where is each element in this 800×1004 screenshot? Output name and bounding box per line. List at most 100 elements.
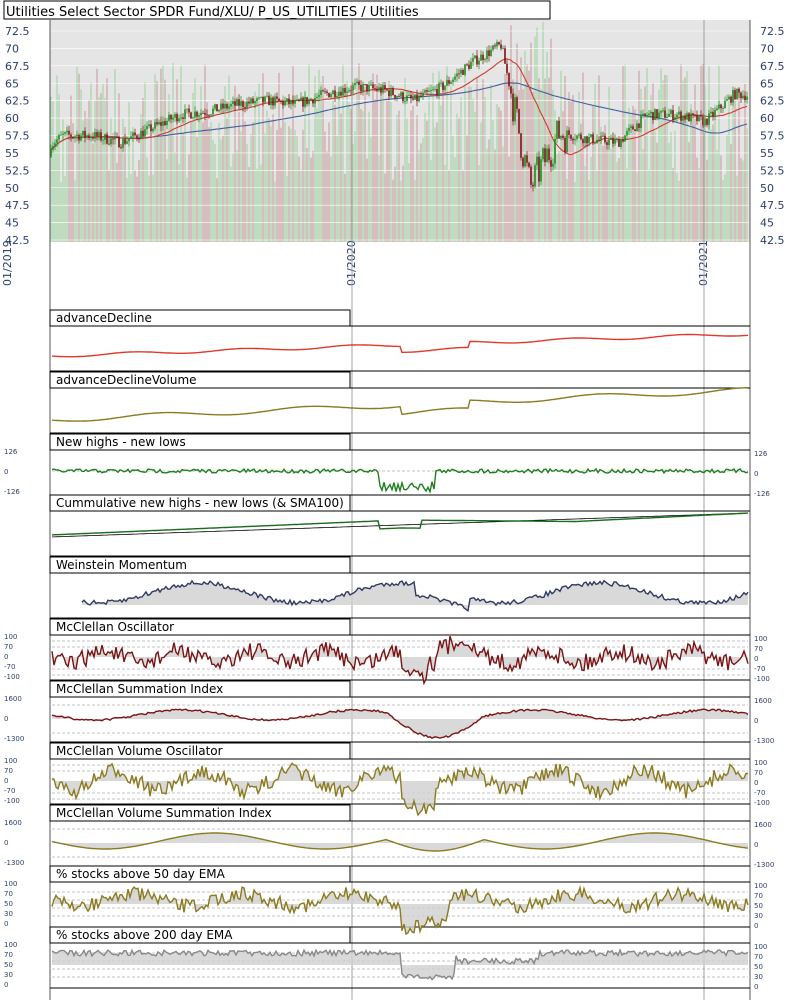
panel-title-box bbox=[49, 556, 351, 574]
indicator-panel: Cummulative new highs - new lows (& SMA1… bbox=[49, 494, 750, 557]
candle-body bbox=[540, 159, 542, 182]
volume-bar bbox=[66, 124, 68, 242]
volume-bar bbox=[188, 154, 190, 242]
panel-tick-right: 0 bbox=[754, 922, 758, 930]
volume-bar bbox=[200, 85, 202, 242]
volume-bar bbox=[476, 76, 478, 242]
indicator-panel: % stocks above 50 day EMA 100 100 70 70 50 50 3… bbox=[4, 865, 767, 936]
candle-body bbox=[500, 44, 502, 49]
candle-body bbox=[362, 84, 364, 92]
volume-bar bbox=[254, 91, 256, 242]
volume-bar bbox=[270, 126, 272, 242]
candle-body bbox=[382, 85, 384, 93]
volume-bar bbox=[638, 70, 640, 242]
volume-bar bbox=[742, 160, 744, 242]
candle-body bbox=[178, 118, 180, 122]
volume-bar bbox=[646, 68, 648, 242]
candle-body bbox=[96, 132, 98, 137]
candle-body bbox=[410, 94, 412, 99]
candle-body bbox=[278, 98, 280, 101]
volume-bar bbox=[344, 173, 346, 242]
volume-bar bbox=[606, 146, 608, 242]
panel-tick-left: -70 bbox=[4, 787, 15, 795]
volume-bar bbox=[572, 95, 574, 242]
candle-body bbox=[390, 88, 392, 97]
volume-bar bbox=[176, 79, 178, 242]
volume-bar bbox=[678, 180, 680, 242]
volume-bar bbox=[450, 86, 452, 242]
candle-body bbox=[714, 110, 716, 117]
panel-tick-left: -100 bbox=[4, 673, 20, 681]
volume-bar bbox=[102, 83, 104, 243]
candle-body bbox=[516, 97, 518, 109]
volume-bar bbox=[394, 166, 396, 242]
volume-bar bbox=[690, 103, 692, 242]
candle-body bbox=[100, 132, 102, 141]
candle-body bbox=[538, 156, 540, 182]
volume-bar bbox=[576, 141, 578, 242]
volume-bar bbox=[226, 117, 228, 242]
candle-body bbox=[194, 111, 196, 118]
candle-body bbox=[60, 134, 62, 136]
volume-bar bbox=[658, 89, 660, 242]
candle-body bbox=[346, 91, 348, 93]
candle-body bbox=[164, 121, 166, 126]
panel-title-box bbox=[49, 371, 351, 389]
volume-bar bbox=[744, 84, 746, 242]
volume-bar bbox=[700, 65, 702, 242]
volume-bar bbox=[618, 158, 620, 242]
candle-body bbox=[50, 149, 52, 157]
candle-body bbox=[578, 134, 580, 136]
volume-bar bbox=[78, 73, 80, 242]
panel-title-box bbox=[49, 926, 351, 944]
candle-body bbox=[302, 97, 304, 107]
candle-body bbox=[436, 89, 438, 95]
panel-tick-left: -1300 bbox=[4, 859, 24, 867]
candle-body bbox=[620, 139, 622, 147]
candle-body bbox=[236, 99, 238, 106]
volume-bar bbox=[722, 180, 724, 242]
candle-body bbox=[188, 108, 190, 113]
panel-title: Cummulative new highs - new lows (& SMA1… bbox=[56, 496, 344, 510]
volume-bar bbox=[580, 123, 582, 242]
volume-bar bbox=[668, 143, 670, 242]
candle-body bbox=[708, 113, 710, 125]
volume-bar bbox=[500, 110, 502, 242]
volume-bar bbox=[96, 68, 98, 242]
candle-body bbox=[476, 55, 478, 65]
volume-bar bbox=[340, 113, 342, 242]
candle-body bbox=[668, 113, 670, 117]
volume-bar bbox=[694, 84, 696, 243]
panel-tick-right: 100 bbox=[754, 943, 767, 951]
candle-body bbox=[110, 138, 112, 145]
volume-bar bbox=[696, 157, 698, 242]
candle-body bbox=[300, 97, 302, 101]
volume-bar bbox=[654, 131, 656, 242]
candle-body bbox=[276, 96, 278, 99]
volume-bar bbox=[122, 118, 124, 242]
candle-body bbox=[328, 92, 330, 98]
volume-bar bbox=[370, 136, 372, 242]
volume-bar bbox=[636, 172, 638, 242]
volume-bar bbox=[116, 163, 118, 242]
panel-line bbox=[51, 512, 749, 536]
panel-tick-right: 0 bbox=[754, 779, 758, 787]
candle-body bbox=[200, 112, 202, 116]
candle-body bbox=[74, 136, 76, 138]
candle-body bbox=[492, 45, 494, 50]
volume-bar bbox=[630, 114, 632, 242]
candle-body bbox=[598, 139, 600, 141]
volume-bar bbox=[460, 97, 462, 243]
panel-tick-right: 70 bbox=[754, 769, 763, 777]
volume-bar bbox=[496, 104, 498, 243]
volume-bar bbox=[578, 91, 580, 242]
volume-bar bbox=[602, 145, 604, 242]
volume-bar bbox=[244, 121, 246, 242]
volume-bar bbox=[334, 104, 336, 243]
volume-bar bbox=[706, 159, 708, 242]
volume-bar bbox=[594, 83, 596, 243]
candle-body bbox=[458, 73, 460, 75]
volume-bar bbox=[624, 64, 626, 242]
panel-title-box bbox=[49, 433, 351, 451]
volume-bar bbox=[274, 181, 276, 242]
